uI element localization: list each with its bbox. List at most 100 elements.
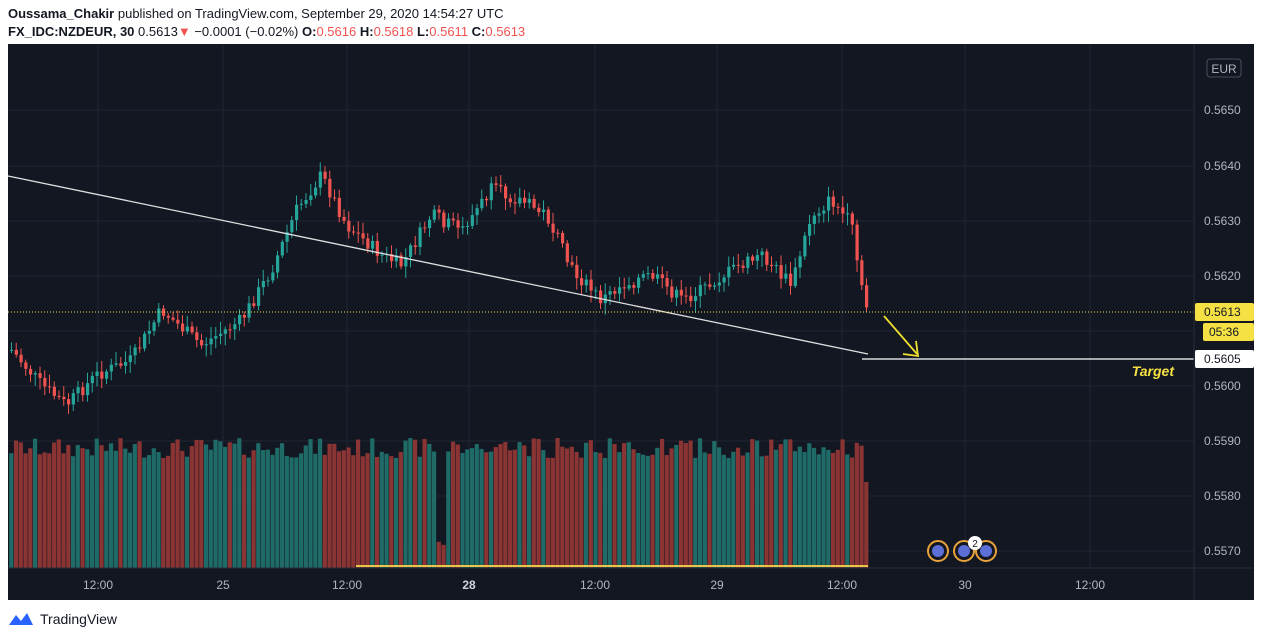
candle-body[interactable] [432, 209, 436, 220]
candle-body[interactable] [62, 396, 66, 400]
candle-body[interactable] [209, 338, 213, 345]
author-name[interactable]: Oussama_Chakir [8, 6, 115, 21]
candle-body[interactable] [328, 178, 332, 198]
candle-body[interactable] [637, 277, 641, 288]
candle-body[interactable] [390, 254, 394, 262]
candle-body[interactable] [290, 220, 294, 233]
candle-body[interactable] [233, 324, 237, 330]
candle-body[interactable] [827, 196, 831, 211]
candle-body[interactable] [608, 291, 612, 295]
candle-body[interactable] [670, 286, 674, 298]
candle-body[interactable] [765, 251, 769, 265]
candle-body[interactable] [860, 260, 864, 286]
candle-body[interactable] [276, 255, 280, 273]
candle-body[interactable] [679, 289, 683, 296]
candle-body[interactable] [318, 171, 322, 188]
footer-branding[interactable]: TradingView [8, 611, 117, 627]
candle-body[interactable] [494, 183, 498, 185]
candle-body[interactable] [717, 282, 721, 286]
candle-body[interactable] [81, 387, 85, 396]
candle-body[interactable] [499, 184, 503, 187]
candle-body[interactable] [527, 198, 531, 203]
candle-body[interactable] [646, 273, 650, 275]
candle-body[interactable] [589, 279, 593, 291]
candle-body[interactable] [152, 322, 156, 331]
candle-body[interactable] [784, 273, 788, 279]
candle-body[interactable] [333, 197, 337, 199]
candle-body[interactable] [128, 355, 132, 362]
candle-body[interactable] [371, 240, 375, 249]
candle-body[interactable] [105, 371, 109, 379]
candle-body[interactable] [755, 255, 759, 261]
candle-body[interactable] [242, 314, 246, 318]
candle-body[interactable] [52, 386, 56, 396]
candle-body[interactable] [622, 287, 626, 289]
candle-body[interactable] [466, 225, 470, 227]
candle-body[interactable] [504, 186, 508, 199]
candle-body[interactable] [774, 265, 778, 267]
candle-body[interactable] [356, 232, 360, 234]
candle-body[interactable] [257, 287, 261, 307]
candle-body[interactable] [200, 339, 204, 346]
candle-body[interactable] [271, 272, 275, 281]
candle-body[interactable] [323, 171, 327, 179]
candle-body[interactable] [347, 220, 351, 232]
candle-body[interactable] [641, 274, 645, 278]
candle-body[interactable] [280, 241, 284, 256]
candle-body[interactable] [404, 256, 408, 267]
candle-body[interactable] [43, 377, 47, 387]
candle-body[interactable] [708, 284, 712, 287]
candle-body[interactable] [831, 196, 835, 207]
candle-body[interactable] [698, 284, 702, 297]
candle-body[interactable] [580, 278, 584, 286]
candle-body[interactable] [798, 256, 802, 268]
candle-body[interactable] [565, 243, 569, 263]
candle-body[interactable] [656, 274, 660, 279]
candle-body[interactable] [109, 364, 113, 372]
candle-body[interactable] [537, 207, 541, 213]
candle-body[interactable] [618, 287, 622, 294]
candle-body[interactable] [223, 329, 227, 334]
candle-body[interactable] [147, 330, 151, 334]
candle-body[interactable] [812, 215, 816, 224]
candle-body[interactable] [808, 223, 812, 236]
candle-body[interactable] [219, 333, 223, 337]
candle-body[interactable] [143, 333, 147, 349]
candle-body[interactable] [314, 187, 318, 196]
candle-body[interactable] [451, 218, 455, 221]
candle-body[interactable] [166, 315, 170, 318]
candle-body[interactable] [751, 256, 755, 261]
candle-body[interactable] [418, 227, 422, 247]
candle-body[interactable] [247, 303, 251, 318]
candle-body[interactable] [413, 245, 417, 247]
candle-body[interactable] [627, 285, 631, 289]
candle-body[interactable] [119, 363, 123, 366]
candle-body[interactable] [90, 375, 94, 384]
candlesticks[interactable] [10, 162, 869, 415]
candle-body[interactable] [181, 323, 185, 332]
candle-body[interactable] [428, 219, 432, 229]
candle-body[interactable] [727, 266, 731, 278]
candle-body[interactable] [399, 255, 403, 267]
candle-body[interactable] [309, 195, 313, 200]
candle-body[interactable] [779, 265, 783, 279]
candle-body[interactable] [195, 332, 199, 340]
candle-body[interactable] [461, 226, 465, 228]
candle-body[interactable] [822, 210, 826, 214]
candle-body[interactable] [546, 209, 550, 224]
candle-body[interactable] [138, 347, 142, 349]
candle-body[interactable] [423, 227, 427, 229]
candle-body[interactable] [480, 198, 484, 209]
candle-body[interactable] [789, 273, 793, 286]
candle-body[interactable] [352, 231, 356, 233]
candle-body[interactable] [375, 240, 379, 256]
candle-body[interactable] [14, 349, 18, 355]
candle-body[interactable] [304, 199, 308, 204]
candle-body[interactable] [599, 290, 603, 304]
candle-body[interactable] [817, 213, 821, 216]
candle-body[interactable] [736, 264, 740, 266]
candle-body[interactable] [67, 399, 71, 405]
candle-body[interactable] [437, 209, 441, 213]
candle-body[interactable] [760, 251, 764, 256]
